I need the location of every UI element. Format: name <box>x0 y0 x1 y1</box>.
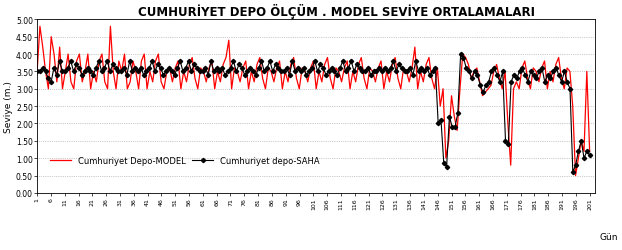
Cumhuriyet Depo-MODEL <box>47 36 55 39</box>
Cumhuriyet Depo-MODEL <box>36 26 44 29</box>
Cumhuriyet Depo-MODEL <box>155 53 162 56</box>
Text: CUMHURİYET DEPO ÖLÇÜM . MODEL SEVİYE ORTALAMALARI: CUMHURİYET DEPO ÖLÇÜM . MODEL SEVİYE ORT… <box>137 4 534 19</box>
Cumhuriyet Depo-MODEL <box>132 70 139 74</box>
Cumhuriyet Depo-MODEL <box>428 78 435 80</box>
Cumhuriyet Depo-MODEL <box>586 150 593 153</box>
Cumhuriyet depo-SAHA <box>457 53 465 56</box>
Y-axis label: Seviye (m.): Seviye (m.) <box>4 81 13 132</box>
Cumhuriyet depo-SAHA <box>446 116 453 118</box>
Cumhuriyet Depo-MODEL <box>535 81 542 84</box>
Text: Gün: Gün <box>600 232 618 241</box>
Cumhuriyet depo-SAHA <box>73 64 80 67</box>
Cumhuriyet Depo-MODEL <box>572 174 579 177</box>
Cumhuriyet depo-SAHA <box>519 67 526 70</box>
Line: Cumhuriyet depo-SAHA: Cumhuriyet depo-SAHA <box>35 53 591 174</box>
Line: Cumhuriyet Depo-MODEL: Cumhuriyet Depo-MODEL <box>37 27 590 176</box>
Cumhuriyet Depo-MODEL <box>34 70 41 74</box>
Cumhuriyet depo-SAHA <box>381 67 389 70</box>
Legend: Cumhuriyet Depo-MODEL, Cumhuriyet depo-SAHA: Cumhuriyet Depo-MODEL, Cumhuriyet depo-S… <box>47 153 323 168</box>
Cumhuriyet depo-SAHA <box>586 154 593 156</box>
Cumhuriyet depo-SAHA <box>106 70 114 74</box>
Cumhuriyet Depo-MODEL <box>53 81 60 84</box>
Cumhuriyet depo-SAHA <box>34 70 41 74</box>
Cumhuriyet depo-SAHA <box>549 70 557 74</box>
Cumhuriyet depo-SAHA <box>569 171 577 174</box>
